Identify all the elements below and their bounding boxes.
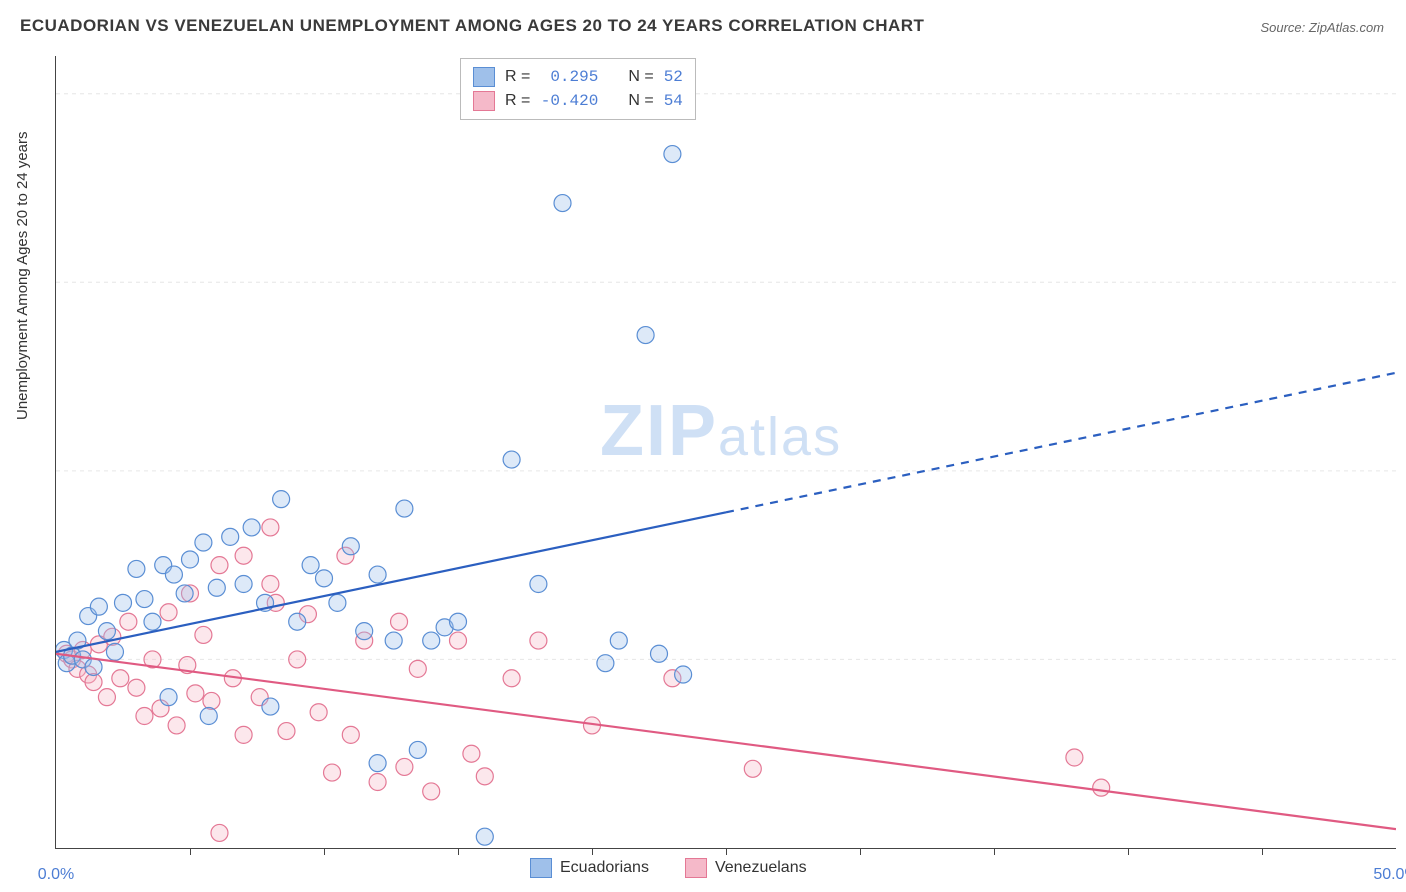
series-label-venezuelans: Venezuelans xyxy=(715,859,807,877)
series-legend: Ecuadorians Venezuelans xyxy=(530,858,807,878)
legend-item-ecuadorians: Ecuadorians xyxy=(530,858,649,878)
x-tick xyxy=(1128,848,1129,855)
x-tick-label-left: 0.0% xyxy=(38,866,74,884)
series-label-ecuadorians: Ecuadorians xyxy=(560,859,649,877)
legend-row-venezuelans: R = -0.420 N = 54 xyxy=(473,89,683,113)
legend-row-ecuadorians: R = 0.295 N = 52 xyxy=(473,65,683,89)
correlation-legend: R = 0.295 N = 52 R = -0.420 N = 54 xyxy=(460,58,696,120)
n-label: N = xyxy=(628,89,653,113)
swatch-venezuelans xyxy=(473,91,495,111)
swatch-ecuadorians xyxy=(473,67,495,87)
r-value-ecuadorians: 0.295 xyxy=(540,65,598,89)
r-label: R = xyxy=(505,65,530,89)
r-label: R = xyxy=(505,89,530,113)
x-tick xyxy=(458,848,459,855)
n-label: N = xyxy=(628,65,653,89)
n-value-ecuadorians: 52 xyxy=(664,65,683,89)
x-tick xyxy=(592,848,593,855)
x-tick-label-right: 50.0% xyxy=(1373,866,1406,884)
swatch-ecuadorians xyxy=(530,858,552,878)
chart-title: ECUADORIAN VS VENEZUELAN UNEMPLOYMENT AM… xyxy=(20,16,924,36)
source-label: Source: ZipAtlas.com xyxy=(1260,20,1384,35)
y-axis-label: Unemployment Among Ages 20 to 24 years xyxy=(14,131,31,420)
x-tick xyxy=(190,848,191,855)
x-tick xyxy=(1262,848,1263,855)
legend-item-venezuelans: Venezuelans xyxy=(685,858,807,878)
r-value-venezuelans: -0.420 xyxy=(540,89,598,113)
x-tick xyxy=(324,848,325,855)
swatch-venezuelans xyxy=(685,858,707,878)
x-tick xyxy=(726,848,727,855)
n-value-venezuelans: 54 xyxy=(664,89,683,113)
plot-area: 10.0%20.0%30.0%40.0%0.0%50.0% xyxy=(55,56,1396,849)
x-tick xyxy=(860,848,861,855)
x-tick xyxy=(994,848,995,855)
